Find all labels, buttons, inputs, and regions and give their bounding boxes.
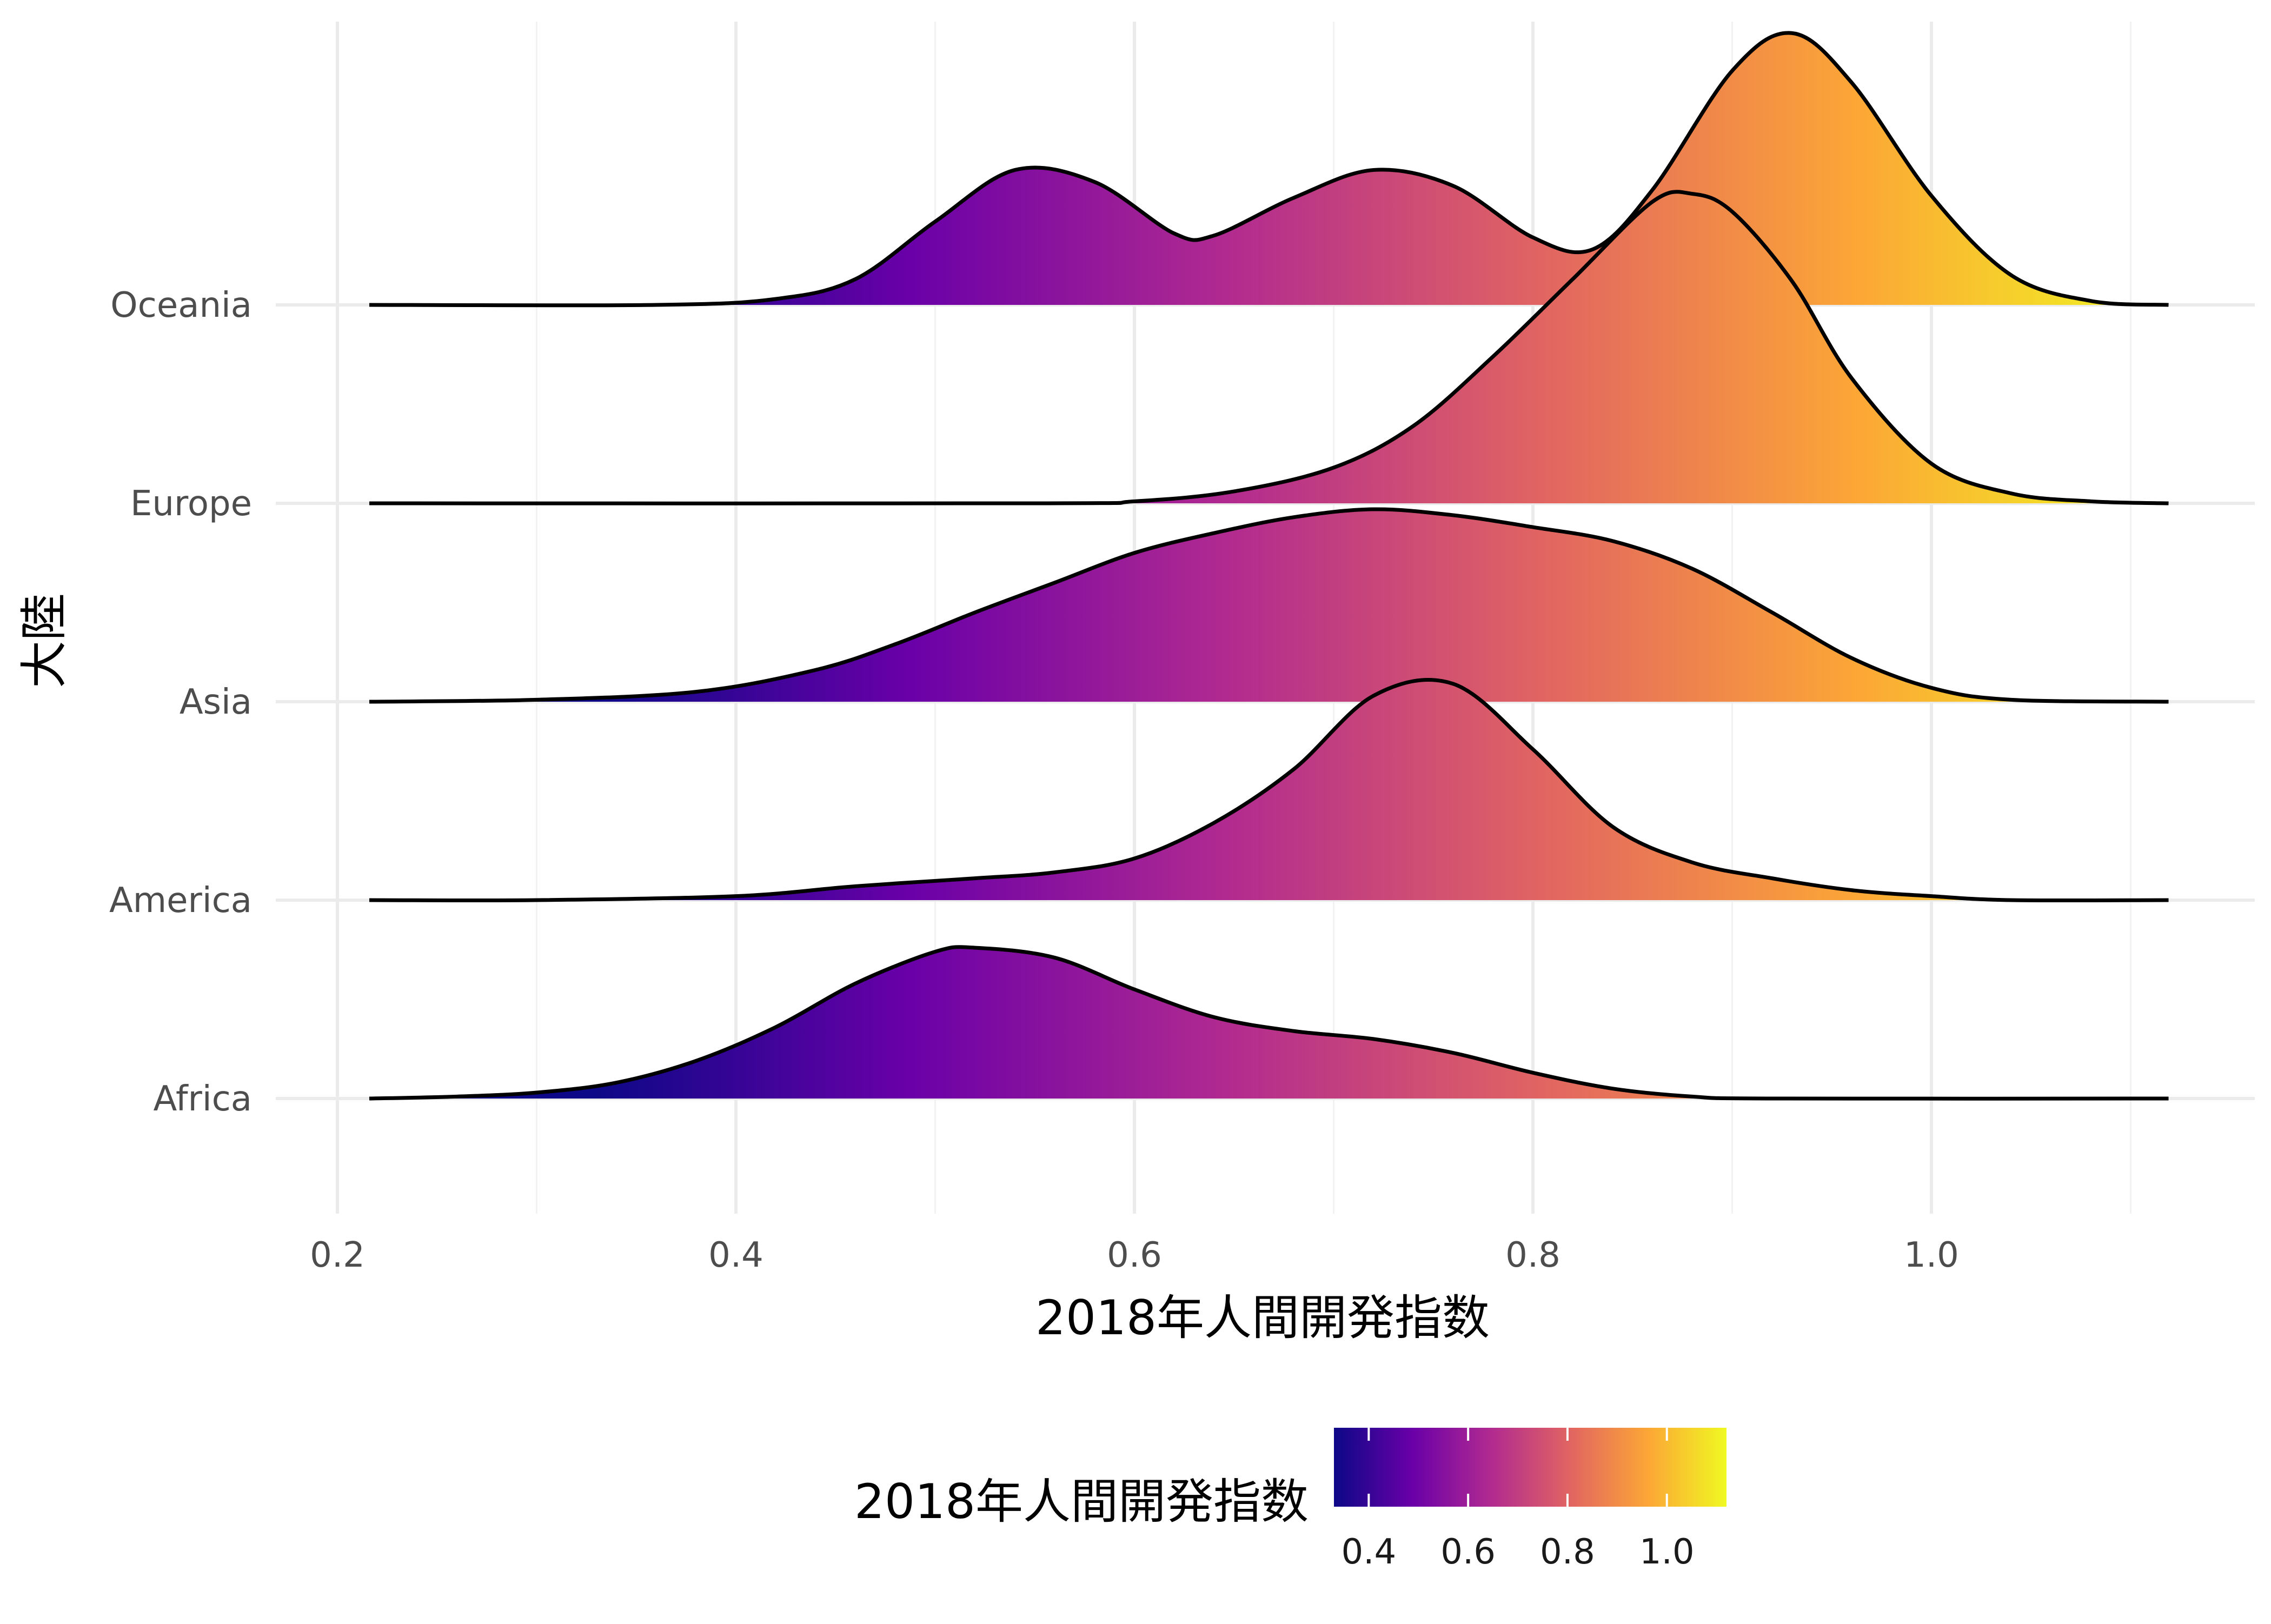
ridge-europe: [369, 190, 2169, 505]
ridge-asia: [369, 507, 2169, 704]
legend-title: 2018年人間開発指数: [854, 1474, 1309, 1529]
colorbar-legend: 2018年人間開発指数 0.4 0.6 0.8 1.0: [854, 1428, 1727, 1572]
x-tick-label: 0.6: [1107, 1235, 1162, 1275]
y-tick-label-europe: Europe: [130, 484, 252, 524]
colorbar-ticks: 0.4 0.6 0.8 1.0: [1341, 1428, 1695, 1572]
ridge-area-asia: [369, 509, 2169, 702]
ridge-oceania: [369, 31, 2169, 308]
x-tick-label: 0.8: [1505, 1235, 1561, 1275]
ridge-outline-africa: [369, 945, 2169, 1101]
density-ridges: [369, 31, 2169, 1101]
y-axis-title: 大陸: [16, 593, 72, 688]
ridge-africa: [369, 945, 2169, 1101]
colorbar-tick-label: 0.4: [1341, 1532, 1396, 1572]
y-tick-label-asia: Asia: [180, 682, 252, 722]
x-axis-tick-labels: 0.2 0.4 0.6 0.8 1.0: [310, 1235, 1959, 1275]
ridge-america: [369, 677, 2169, 903]
ridge-outline-asia: [369, 507, 2169, 704]
y-axis-tick-labels: Africa America Asia Europe Oceania: [109, 285, 252, 1119]
y-tick-label-america: America: [109, 881, 252, 921]
colorbar-tick-label: 1.0: [1639, 1532, 1695, 1572]
ridge-outline-europe: [369, 190, 2169, 505]
x-axis-title: 2018年人間開発指数: [1035, 1290, 1490, 1346]
y-tick-label-africa: Africa: [153, 1079, 252, 1119]
colorbar-tick-label: 0.8: [1540, 1532, 1595, 1572]
y-tick-label-oceania: Oceania: [110, 285, 252, 325]
x-tick-label: 1.0: [1904, 1235, 1959, 1275]
ridge-outline-oceania: [369, 31, 2169, 308]
colorbar-tick-label: 0.6: [1440, 1532, 1496, 1572]
ridge-area-africa: [369, 947, 2169, 1099]
ridge-area-oceania: [369, 32, 2169, 305]
x-tick-label: 0.2: [310, 1235, 365, 1275]
ridge-outline-america: [369, 677, 2169, 903]
ridge-area-europe: [369, 191, 2169, 504]
colorbar: [1334, 1428, 1727, 1507]
x-tick-label: 0.4: [708, 1235, 763, 1275]
